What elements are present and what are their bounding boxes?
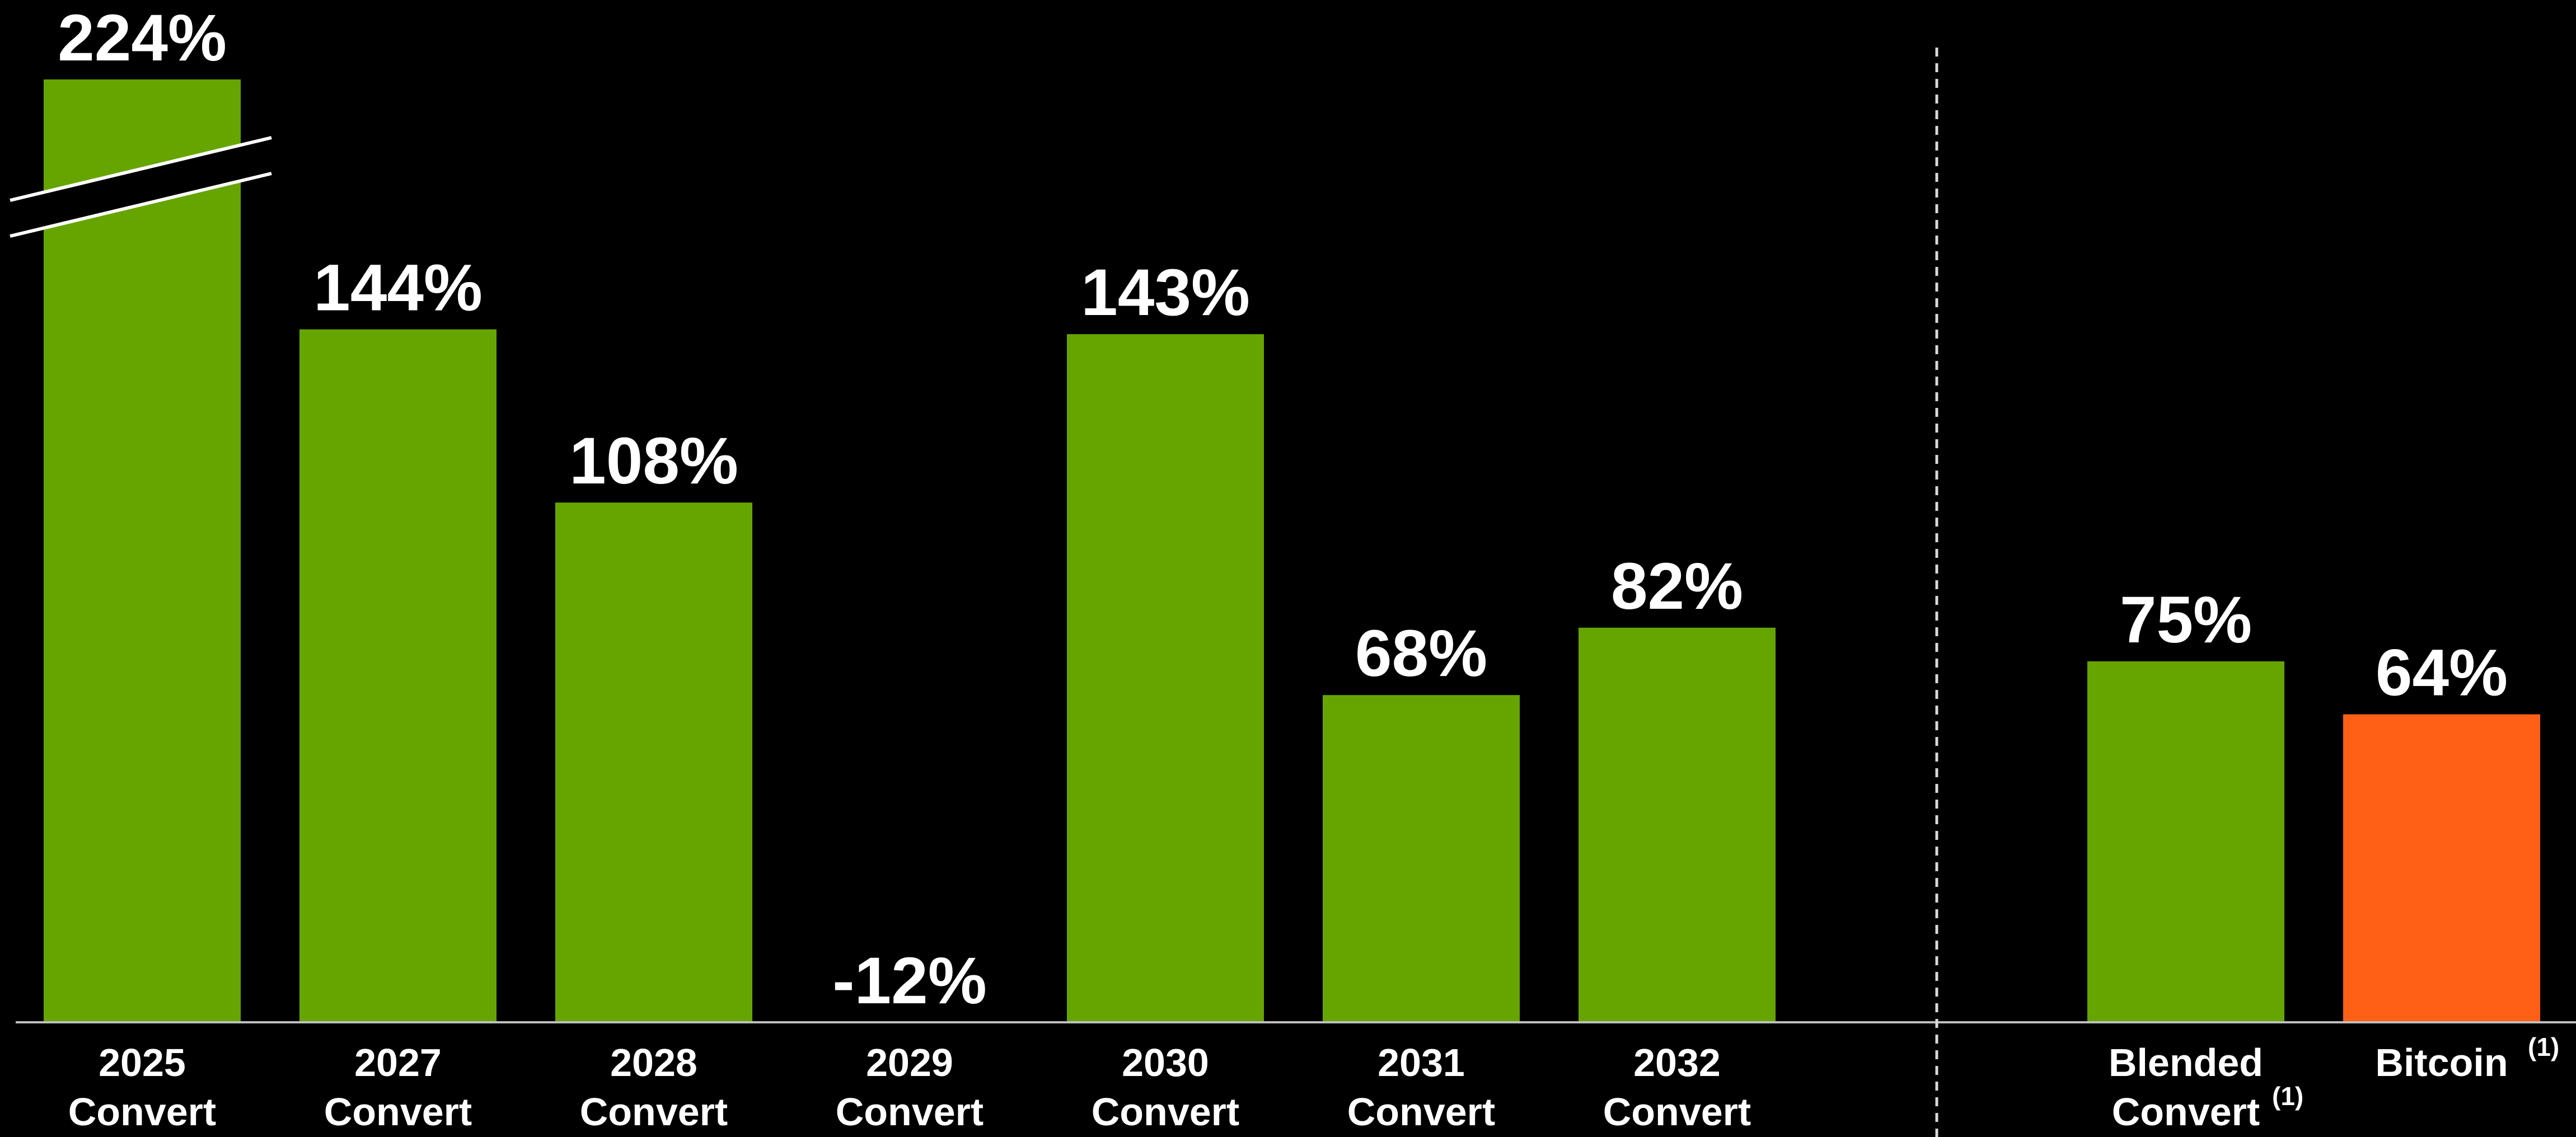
- value-labels-layer: 224% 144% 108% -12% 143% 68% 82% 75% 64%: [58, 1, 2508, 1018]
- bar-2032-convert: [1579, 627, 1776, 1022]
- category-label-2031-convert-line-2: Convert: [1347, 1090, 1495, 1134]
- category-label-2031-convert-line-1: 2031: [1378, 1041, 1465, 1084]
- category-label-2029-convert-line-1: 2029: [866, 1041, 953, 1084]
- value-label-2030-convert: 143%: [1081, 256, 1250, 330]
- category-label-2027-convert-line-1: 2027: [354, 1041, 442, 1084]
- value-label-2029-convert: -12%: [832, 944, 986, 1018]
- bars-layer: [44, 79, 2540, 1023]
- value-label-bitcoin: 64%: [2376, 636, 2508, 710]
- category-label-2025-convert-line-2: Convert: [68, 1090, 216, 1134]
- axis-break-line-upper: [10, 136, 272, 202]
- axis-break-line-lower: [10, 172, 272, 238]
- value-label-2032-convert: 82%: [1611, 549, 1743, 623]
- bar-blended-convert: [2087, 661, 2284, 1022]
- category-label-2028-convert-line-1: 2028: [610, 1041, 697, 1084]
- bar-bitcoin: [2343, 714, 2540, 1022]
- category-label-2027-convert-line-2: Convert: [324, 1090, 472, 1134]
- bar-2030-convert: [1067, 334, 1264, 1023]
- category-label-bitcoin-line-1: Bitcoin: [2375, 1041, 2508, 1084]
- value-label-blended-convert: 75%: [2120, 583, 2252, 657]
- category-label-2032-convert-line-1: 2032: [1633, 1041, 1721, 1084]
- axis-break-gap: [10, 138, 271, 236]
- value-label-2027-convert: 144%: [313, 251, 483, 325]
- category-label-2030-convert-line-1: 2030: [1122, 1041, 1209, 1084]
- value-label-2025-convert: 224%: [58, 1, 227, 75]
- category-label-2030-convert-line-2: Convert: [1092, 1090, 1239, 1134]
- category-label-2028-convert-line-2: Convert: [580, 1090, 728, 1134]
- category-label-blended-convert-line-1: Blended: [2109, 1041, 2263, 1084]
- value-label-2028-convert: 108%: [569, 424, 738, 498]
- bar-2025-convert: [44, 79, 241, 1022]
- category-label-2025-convert-line-1: 2025: [99, 1041, 186, 1084]
- footnote-marker-blended-convert: (1): [2272, 1082, 2303, 1111]
- bar-2028-convert: [555, 502, 752, 1022]
- footnote-marker-bitcoin: (1): [2528, 1032, 2559, 1061]
- category-label-blended-convert-line-2: Convert: [2112, 1090, 2260, 1134]
- category-label-2032-convert-line-2: Convert: [1603, 1090, 1751, 1134]
- axis-break-mark: [10, 136, 272, 238]
- bar-2027-convert: [299, 329, 497, 1022]
- value-label-2031-convert: 68%: [1355, 617, 1487, 690]
- category-label-2029-convert-line-2: Convert: [836, 1090, 983, 1134]
- bar-2031-convert: [1323, 695, 1520, 1022]
- category-labels-layer: 2025 Convert 2027 Convert 2028 Convert 2029 Con…: [68, 1032, 2559, 1134]
